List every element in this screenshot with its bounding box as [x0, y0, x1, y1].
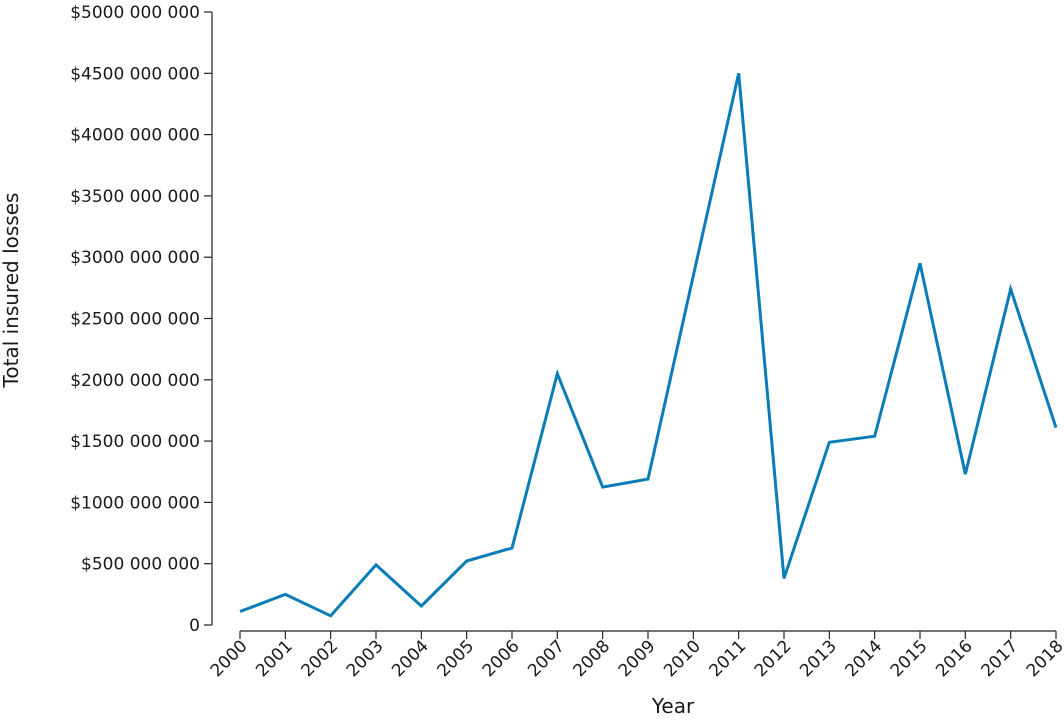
x-tick-label: 2003 [343, 636, 388, 681]
x-tick-label: 2000 [207, 636, 252, 681]
y-tick-label: $5000 000 000 [70, 3, 200, 23]
x-tick-label: 2002 [297, 636, 342, 681]
x-tick-label: 2010 [660, 636, 705, 681]
x-tick-label: 2007 [524, 636, 569, 681]
x-tick-label: 2012 [751, 636, 796, 681]
y-tick-label: $500 000 000 [81, 555, 200, 575]
x-tick-label: 2004 [388, 636, 433, 681]
x-tick-label: 2015 [887, 636, 932, 681]
x-tick-label: 2005 [433, 636, 478, 681]
y-tick-label: $1000 000 000 [70, 493, 200, 513]
y-tick-label: $3000 000 000 [70, 248, 200, 268]
y-tick-label: $4500 000 000 [70, 64, 200, 84]
y-tick-label: $2500 000 000 [70, 310, 200, 330]
y-tick-label: $3500 000 000 [70, 187, 200, 207]
y-tick-label: $2000 000 000 [70, 371, 200, 391]
x-tick-label: 2018 [1023, 636, 1064, 681]
y-tick-label: 0 [189, 616, 200, 636]
x-axis-label: Year [651, 694, 695, 718]
data-line [239, 72, 1058, 618]
y-axis-label: Total insured losses [0, 193, 23, 389]
y-tick-label: $4000 000 000 [70, 126, 200, 146]
x-tick-label: 2001 [252, 636, 297, 681]
x-tick-label: 2013 [796, 636, 841, 681]
x-tick-label: 2016 [932, 636, 977, 681]
y-tick-label: $1500 000 000 [70, 432, 200, 452]
x-tick-label: 2008 [569, 636, 614, 681]
x-tick-label: 2014 [841, 636, 886, 681]
x-tick-label: 2006 [479, 636, 524, 681]
x-tick-label: 2011 [705, 636, 750, 681]
x-tick-label: 2009 [615, 636, 660, 681]
x-tick-label: 2017 [977, 636, 1022, 681]
